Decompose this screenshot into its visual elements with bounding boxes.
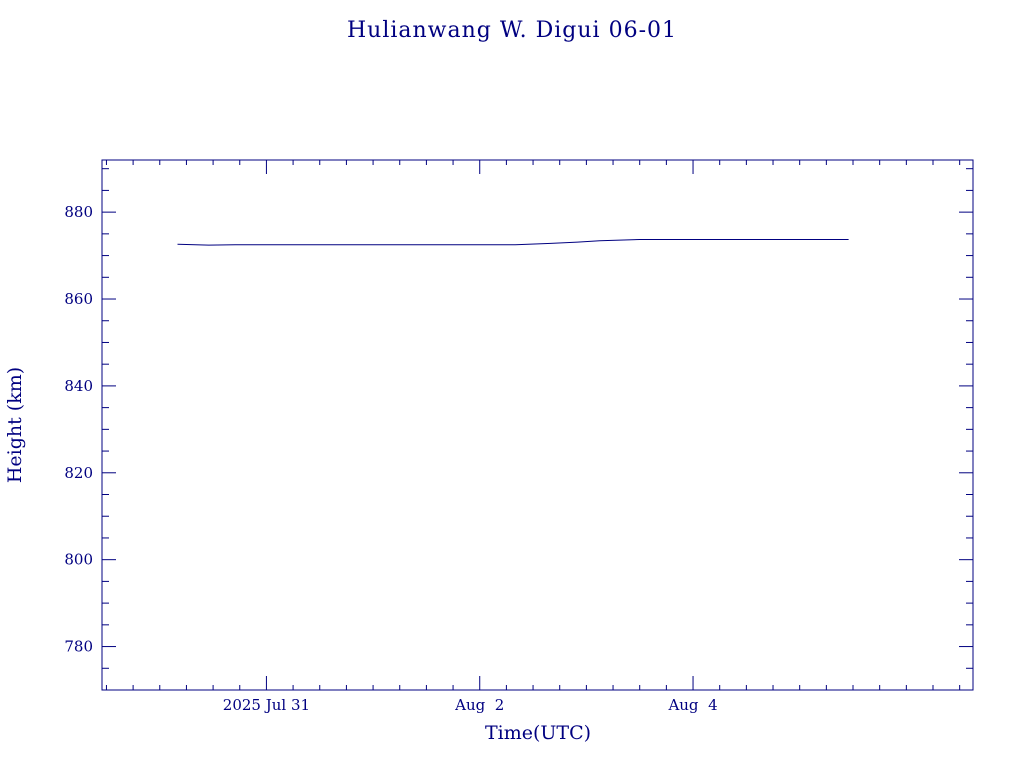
y-tick-label: 820 bbox=[64, 464, 93, 482]
plot-frame bbox=[101, 159, 974, 691]
y-tick-label: 780 bbox=[64, 638, 93, 656]
x-tick-label: Aug 2 bbox=[454, 696, 504, 714]
x-axis-label: Time(UTC) bbox=[485, 722, 591, 744]
y-axis-label: Height (km) bbox=[4, 367, 26, 483]
y-tick-label: 860 bbox=[64, 290, 93, 308]
y-axis-ticks: 780 800 820 840 860 880 bbox=[64, 168, 973, 669]
x-tick-label: Aug 4 bbox=[667, 696, 717, 714]
height-series-line bbox=[177, 239, 849, 246]
x-axis-ticks: 2025 Jul 31 Aug 2 Aug 4 bbox=[105, 160, 961, 714]
chart-title: Hulianwang W. Digui 06-01 bbox=[347, 18, 677, 43]
y-tick-label: 800 bbox=[64, 551, 93, 569]
y-tick-label: 840 bbox=[64, 377, 93, 395]
x-tick-label: 2025 Jul 31 bbox=[223, 696, 310, 714]
y-tick-label: 880 bbox=[64, 203, 93, 221]
